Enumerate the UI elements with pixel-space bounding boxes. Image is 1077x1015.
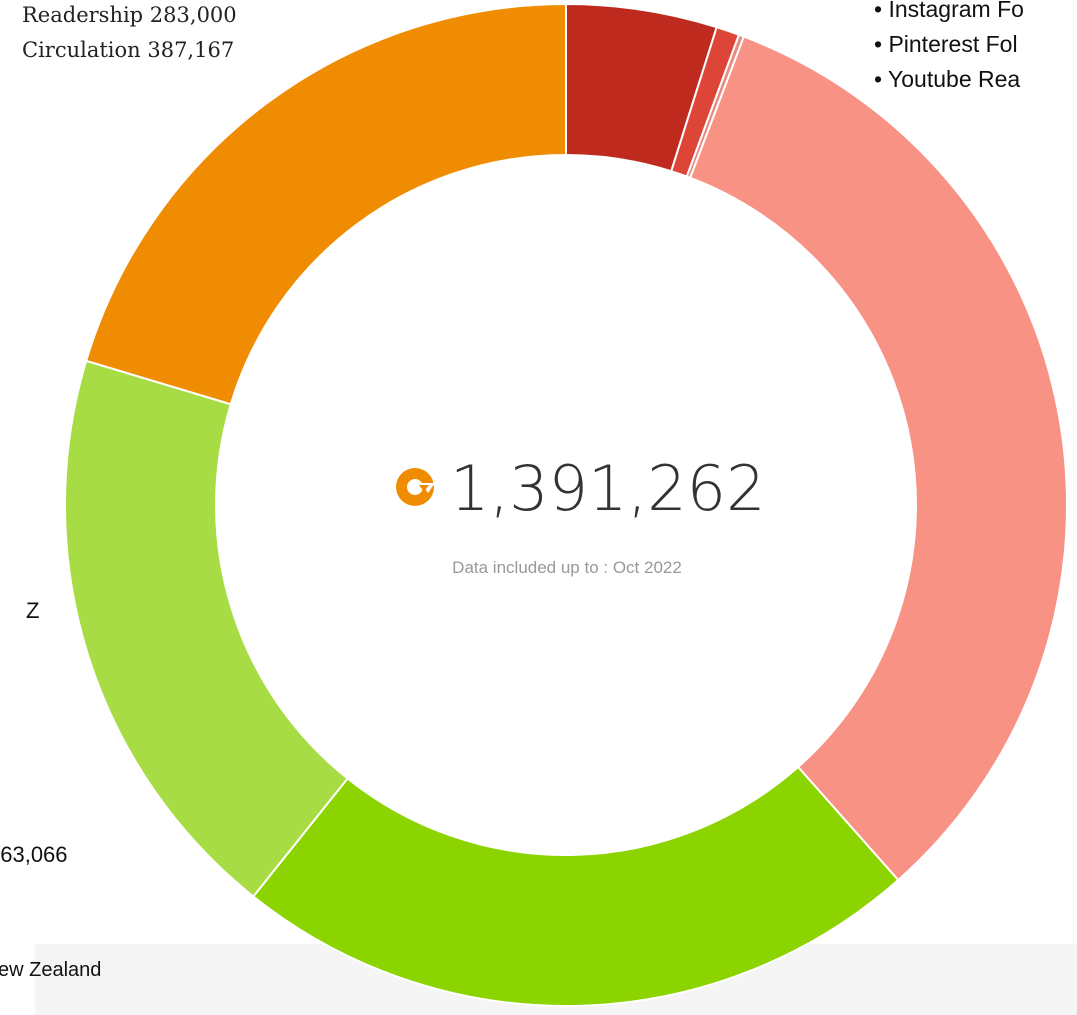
center-icon [396, 468, 435, 506]
annotation: • Pinterest Fol [874, 31, 1018, 57]
annotation: ew Zealand [0, 959, 101, 981]
total-value: 1,391,262 [450, 452, 766, 525]
donut [64, 2, 1068, 1007]
annotation: Z [26, 598, 39, 623]
subtitle: Data included up to : Oct 2022 [452, 558, 682, 577]
donut-segment [251, 765, 900, 1007]
annotation: Circulation 387,167 [22, 38, 234, 62]
donut-segment [688, 35, 1068, 882]
donut-segment [84, 2, 567, 406]
annotation: • Youtube Rea [874, 66, 1020, 92]
annotation: • Instagram Fo [874, 0, 1024, 22]
donut-segment [64, 359, 349, 898]
annotation: 263,066 [0, 842, 68, 867]
annotation: Readership 283,000 [22, 3, 237, 27]
